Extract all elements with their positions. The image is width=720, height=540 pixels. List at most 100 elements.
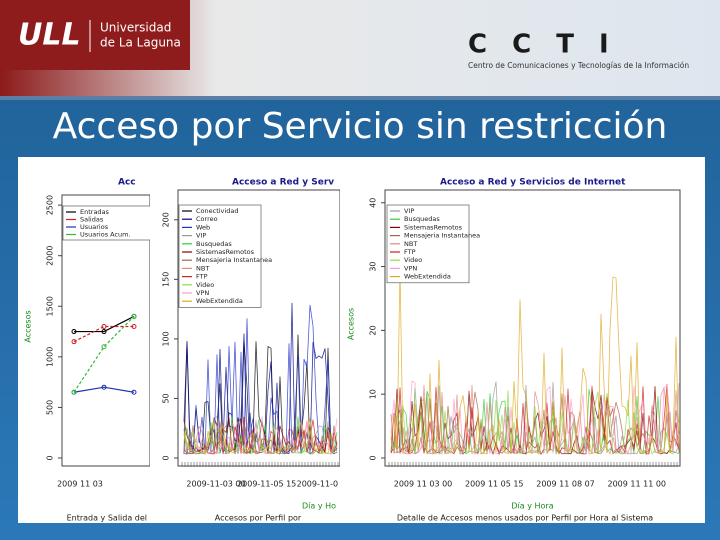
chart-title: Acceso a Red y Servicios de Internet	[440, 178, 626, 188]
texture	[390, 266, 680, 455]
y-tick-label: 0	[369, 455, 378, 460]
y-tick-label: 20	[369, 325, 378, 335]
legend-label: Busquedas	[196, 240, 232, 248]
legend-label: Mensajeria Instantanea	[196, 256, 272, 264]
y-tick-label: 500	[46, 400, 55, 415]
legend-label: Busquedas	[404, 215, 440, 223]
chart-body: Acceso a Red y Serv050100150200Accesos20…	[150, 157, 340, 523]
series-line	[73, 386, 135, 393]
legend-label: FTP	[196, 273, 208, 281]
chart-panel: Acceso a Red y Servicios de Internet 0 10 2…	[340, 157, 705, 523]
y-tick-label: 150	[162, 272, 171, 287]
legend-label: VPN	[404, 264, 417, 272]
texture	[183, 416, 338, 456]
texture	[183, 420, 338, 455]
y-tick-label: 2500	[46, 195, 55, 215]
logo-band	[0, 0, 190, 70]
legend-label: Usuarios	[80, 223, 109, 231]
legend-label: Conectividad	[196, 207, 238, 215]
chart-panel: Acceso a Red y Serv050100150200Accesos20…	[150, 157, 340, 523]
y-tick-label: 30	[369, 261, 378, 271]
plot-frame	[384, 189, 681, 467]
texture	[390, 384, 680, 455]
legend-label: VPN	[196, 289, 209, 297]
header-rule	[0, 96, 720, 100]
legend-label: WebExtendida	[196, 297, 243, 305]
series-line	[74, 315, 135, 333]
point	[101, 329, 107, 335]
legend-label: SistemasRemotos	[196, 248, 255, 256]
texture	[183, 418, 338, 455]
university-line: Universidad	[100, 21, 171, 35]
point	[71, 329, 77, 335]
legend-label: FTP	[404, 248, 416, 256]
legend-label: Salidas	[80, 216, 104, 224]
caption: Entrada y Salida del Sistema por Día	[67, 514, 214, 523]
legend-label: SistemasRemotos	[404, 223, 463, 231]
point	[101, 324, 107, 329]
plot-frame	[61, 194, 150, 467]
point	[71, 389, 77, 395]
caption: Accesos por Perfil por	[215, 514, 302, 523]
y-tick-label: 10	[369, 389, 378, 399]
legend-label: WebExtendida	[404, 273, 451, 281]
plot-frame	[177, 189, 340, 467]
y-tick-label: 50	[162, 393, 171, 403]
y-tick-label: 200	[162, 212, 171, 227]
caption: Detalle de Accesos menos usados por Perf…	[397, 514, 653, 523]
legend-box	[178, 204, 262, 308]
x-axis-label: Día y Hora	[511, 502, 553, 511]
chart-body: Acceso a Red y Servicios de Internet 0 10 2…	[340, 157, 705, 523]
legend-label: Mensajeria Instantanea	[404, 232, 480, 240]
x-tick-label: 2009-11-05 15	[237, 480, 296, 489]
x-tick-label: 2009 11 11 00	[607, 480, 666, 489]
legend-label: Video	[196, 281, 214, 289]
y-tick-label: 0	[46, 455, 55, 460]
slide-title: Acceso por Servicio sin restricción	[53, 106, 668, 147]
x-axis-label: Día y Ho	[302, 502, 336, 511]
y-tick-label: 100	[162, 331, 171, 346]
texture	[390, 380, 680, 455]
texture	[183, 423, 338, 455]
point	[131, 389, 137, 395]
x-tick-label: 2009 11 03 00	[394, 480, 453, 489]
legend-label: Video	[404, 256, 422, 264]
y-tick-label: 1000	[46, 347, 55, 367]
legend-label: Usuarios Acum.	[80, 231, 131, 239]
chart-title: Acc	[118, 178, 136, 188]
legend-box	[62, 205, 150, 241]
point	[131, 324, 137, 329]
legend-label: NBT	[196, 264, 209, 272]
series-line	[73, 315, 135, 393]
y-axis-label: Accesos	[24, 310, 33, 342]
y-tick-label: 40	[369, 198, 378, 208]
x-tick-label: 2009 11 05 15	[465, 480, 524, 489]
point	[131, 313, 137, 319]
point	[101, 344, 107, 350]
logo: ULL	[18, 18, 81, 53]
x-tick-label: 2009 11 08 07	[536, 480, 595, 489]
y-tick-label: 2000	[46, 246, 55, 266]
center-logo: C C T I	[468, 30, 617, 60]
x-tick-label: 2009 11 03	[57, 480, 103, 489]
x-tick-label: 2009-11-0	[297, 480, 338, 489]
legend-label: Correo	[196, 215, 218, 223]
y-axis-label: Accesos	[347, 308, 356, 340]
legend-label: VIP	[404, 207, 414, 215]
legend-label: NBT	[404, 240, 417, 248]
series-line	[73, 325, 134, 343]
legend-label: Web	[196, 223, 210, 231]
texture	[183, 304, 338, 455]
y-tick-label: 1500	[46, 296, 55, 316]
legend-label: VIP	[196, 232, 206, 240]
legend-box	[386, 204, 470, 284]
point	[71, 339, 77, 345]
legend-label: Entradas	[80, 208, 110, 216]
y-tick-label: 0	[162, 455, 171, 460]
center-name: Centro de Comunicaciones y Tecnologías d…	[468, 61, 689, 70]
chart-title: Acceso a Red y Serv	[232, 178, 334, 188]
